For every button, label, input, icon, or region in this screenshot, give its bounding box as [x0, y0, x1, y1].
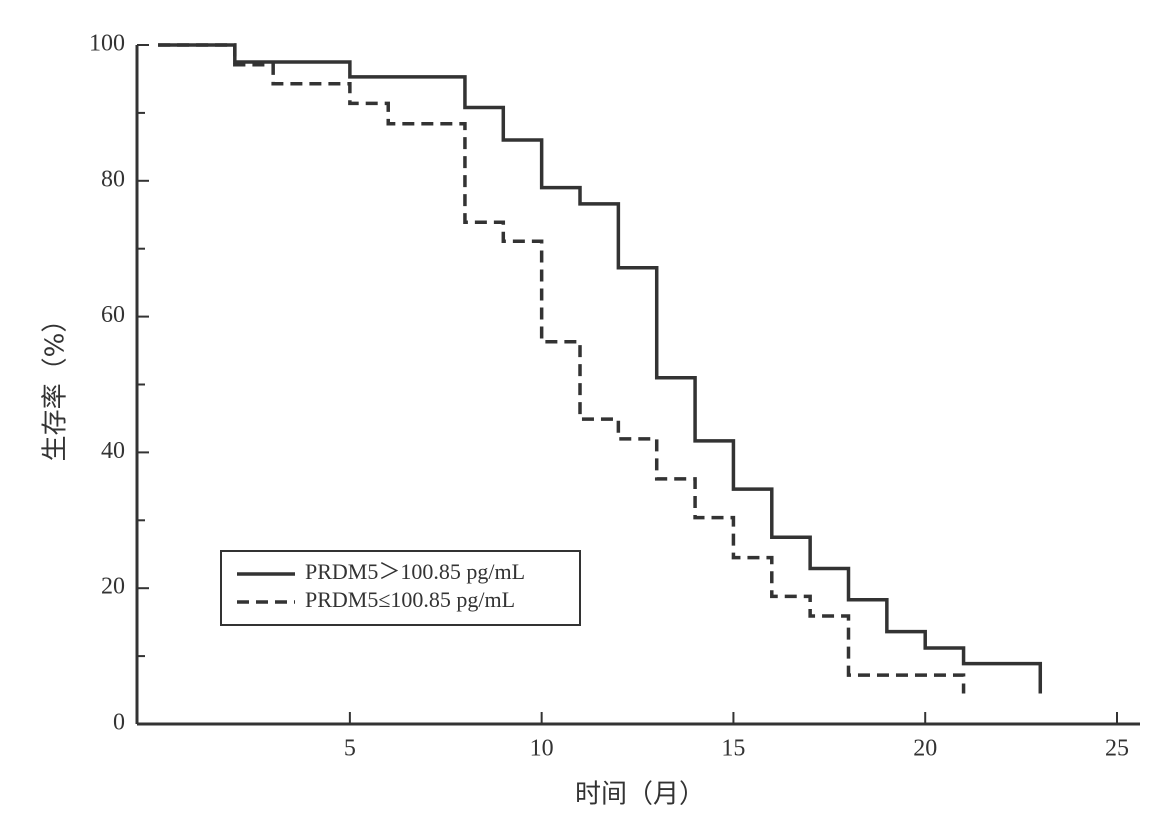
y-tick-label: 60	[101, 302, 125, 328]
y-tick-label: 20	[101, 574, 125, 600]
x-tick-label: 5	[344, 736, 356, 762]
legend-box	[220, 550, 581, 626]
x-tick-label: 25	[1105, 736, 1129, 762]
x-tick-label: 15	[721, 736, 745, 762]
x-tick-label: 10	[530, 736, 554, 762]
x-tick-label: 20	[913, 736, 937, 762]
x-axis-label: 时间（月）	[575, 780, 705, 810]
legend-label: PRDM5＞100.85 pg/mL	[305, 559, 525, 584]
y-tick-label: 0	[113, 710, 125, 736]
y-axis-label: 生存率（%）	[41, 307, 71, 462]
legend-label: PRDM5≤100.85 pg/mL	[305, 587, 515, 612]
y-tick-label: 100	[89, 31, 125, 57]
survival-curve	[158, 43, 966, 694]
y-tick-label: 40	[101, 438, 125, 464]
y-tick-label: 80	[101, 166, 125, 192]
survival-curve	[158, 43, 1043, 694]
